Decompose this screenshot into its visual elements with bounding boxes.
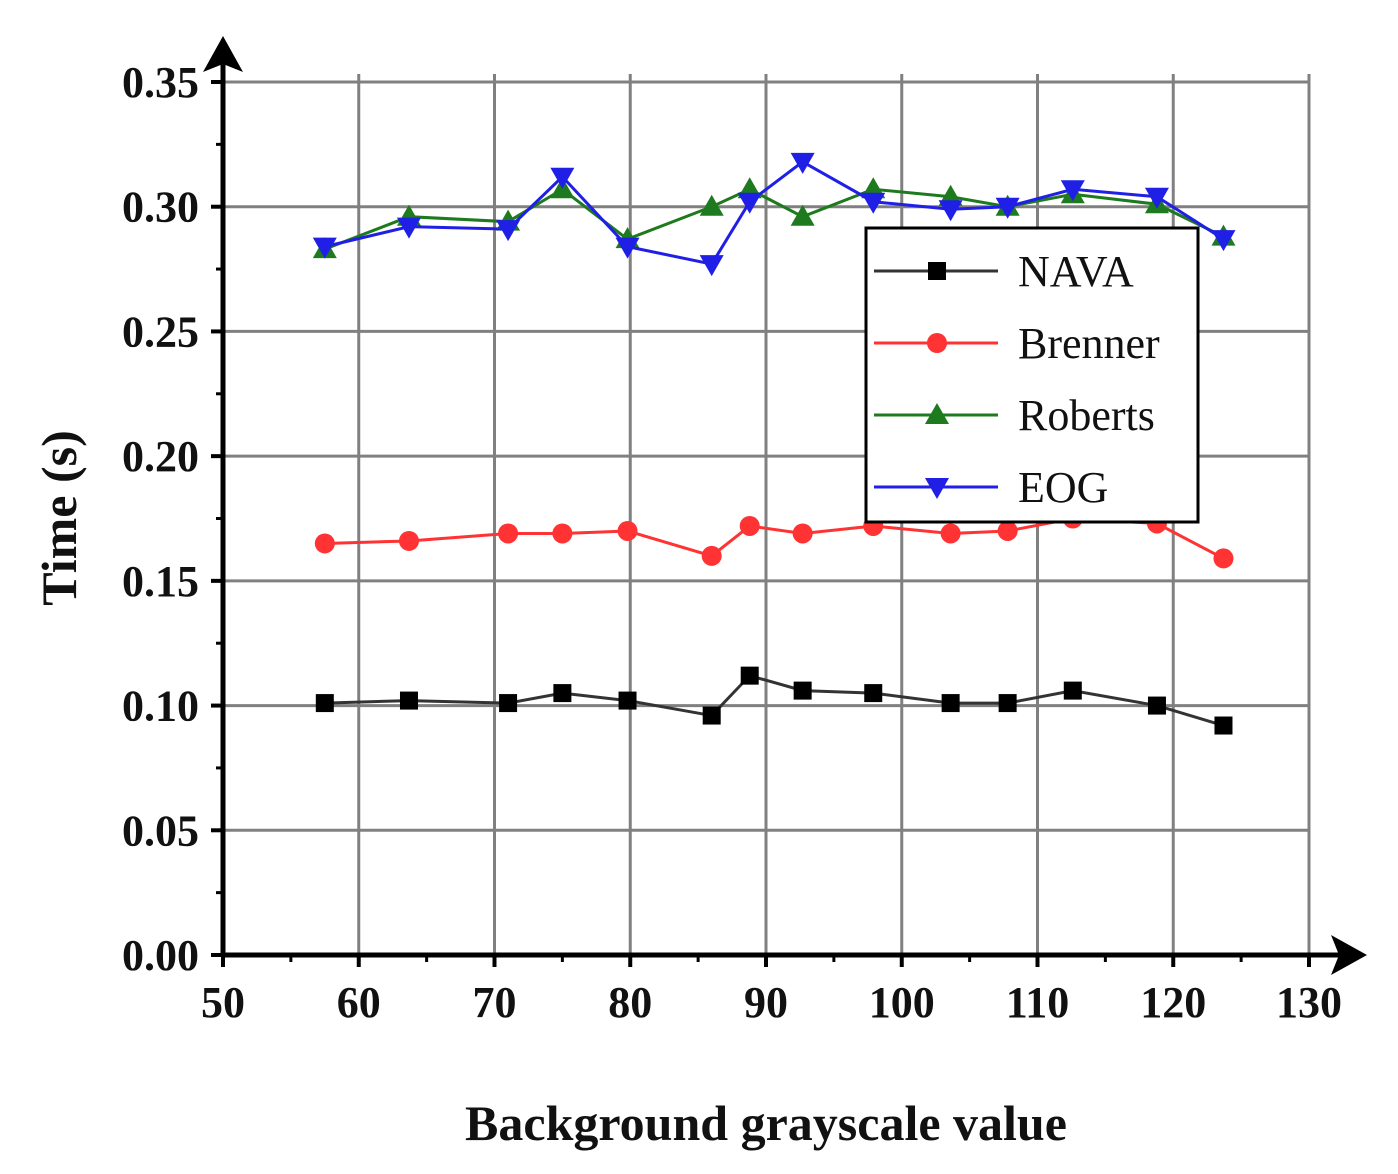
data-point-nava xyxy=(941,694,960,713)
y-tick-label: 0.05 xyxy=(122,806,199,855)
x-tick-label: 50 xyxy=(201,978,245,1027)
data-point-eog xyxy=(1060,180,1085,202)
series-line-roberts xyxy=(324,187,1225,251)
x-tick-label: 130 xyxy=(1276,978,1342,1027)
legend-marker xyxy=(925,478,949,499)
data-point-nava xyxy=(499,694,518,713)
x-axis-arrow xyxy=(1331,935,1367,975)
legend-label: NAVA xyxy=(1018,247,1134,296)
data-point-brenner xyxy=(739,515,760,536)
legend-marker xyxy=(928,262,946,280)
y-tick-label: 0.35 xyxy=(122,58,199,107)
y-axis-title: Time (s) xyxy=(31,430,87,605)
axes xyxy=(203,36,1367,975)
data-point-brenner xyxy=(1213,548,1234,569)
data-point-eog xyxy=(496,220,521,242)
data-point-eog xyxy=(790,152,815,174)
data-point-eog xyxy=(938,200,963,222)
data-point-nava xyxy=(793,681,812,700)
legend-label: Roberts xyxy=(1018,391,1155,440)
legend-item-nava: NAVA xyxy=(874,247,1134,296)
series-group xyxy=(312,152,1236,735)
x-tick-label: 60 xyxy=(337,978,381,1027)
data-point-eog xyxy=(615,237,640,259)
data-point-roberts xyxy=(790,204,815,226)
data-point-brenner xyxy=(940,523,961,544)
x-tick-label: 110 xyxy=(1006,978,1070,1027)
data-point-brenner xyxy=(552,523,573,544)
data-point-eog xyxy=(699,255,724,277)
data-point-nava xyxy=(702,706,721,725)
x-tick-label: 100 xyxy=(869,978,935,1027)
legend-label: Brenner xyxy=(1018,319,1160,368)
y-tick-label: 0.20 xyxy=(122,432,199,481)
data-point-brenner xyxy=(792,523,813,544)
series-eog xyxy=(312,152,1236,277)
legend-box xyxy=(864,226,1200,524)
data-point-eog xyxy=(1144,187,1169,209)
legend-item-brenner: Brenner xyxy=(874,319,1160,368)
data-point-brenner xyxy=(498,523,519,544)
legend-item-roberts: Roberts xyxy=(874,391,1155,440)
series-line-nava xyxy=(324,673,1224,727)
data-point-nava xyxy=(740,666,759,685)
legend: NAVA Brenner Roberts EOG xyxy=(864,226,1200,524)
data-point-nava xyxy=(1214,716,1233,735)
data-point-eog xyxy=(550,167,575,189)
y-tick-label: 0.15 xyxy=(122,557,199,606)
data-point-nava xyxy=(618,691,637,710)
x-tick-label: 120 xyxy=(1140,978,1206,1027)
x-tick-label: 80 xyxy=(608,978,652,1027)
y-tick-label: 0.30 xyxy=(122,183,199,232)
legend-marker xyxy=(925,403,949,424)
series-line-brenner xyxy=(324,516,1225,560)
data-point-nava xyxy=(553,684,572,703)
x-tick-label: 90 xyxy=(744,978,788,1027)
data-point-nava xyxy=(399,691,418,710)
data-point-brenner xyxy=(701,545,722,566)
series-nava xyxy=(315,666,1233,735)
ticks: 50 60 70 80 90 100 110 120 130 0.00 0.05 0.10 0.15 0.… xyxy=(122,58,1342,1027)
data-point-brenner xyxy=(617,520,638,541)
y-tick-label: 0.10 xyxy=(122,682,199,731)
data-point-eog xyxy=(995,197,1020,219)
data-point-nava xyxy=(1147,696,1166,715)
legend-item-eog: EOG xyxy=(874,463,1108,512)
data-point-nava xyxy=(1063,681,1082,700)
data-point-brenner xyxy=(398,530,419,551)
data-point-eog xyxy=(737,192,762,214)
legend-label: EOG xyxy=(1018,463,1108,512)
data-point-nava xyxy=(315,694,334,713)
data-point-nava xyxy=(864,684,883,703)
data-point-roberts xyxy=(699,194,724,216)
y-tick-label: 0.00 xyxy=(122,931,199,980)
x-axis-title: Background grayscale value xyxy=(465,1095,1067,1151)
y-tick-label: 0.25 xyxy=(122,307,199,356)
y-axis-arrow xyxy=(203,36,243,72)
data-point-eog xyxy=(861,192,886,214)
data-point-eog xyxy=(1211,230,1236,252)
data-point-nava xyxy=(998,694,1017,713)
data-point-brenner xyxy=(314,533,335,554)
data-point-eog xyxy=(396,217,421,239)
data-point-eog xyxy=(312,237,337,259)
x-tick-label: 70 xyxy=(473,978,517,1027)
legend-marker xyxy=(927,333,947,353)
data-point-brenner xyxy=(997,520,1018,541)
